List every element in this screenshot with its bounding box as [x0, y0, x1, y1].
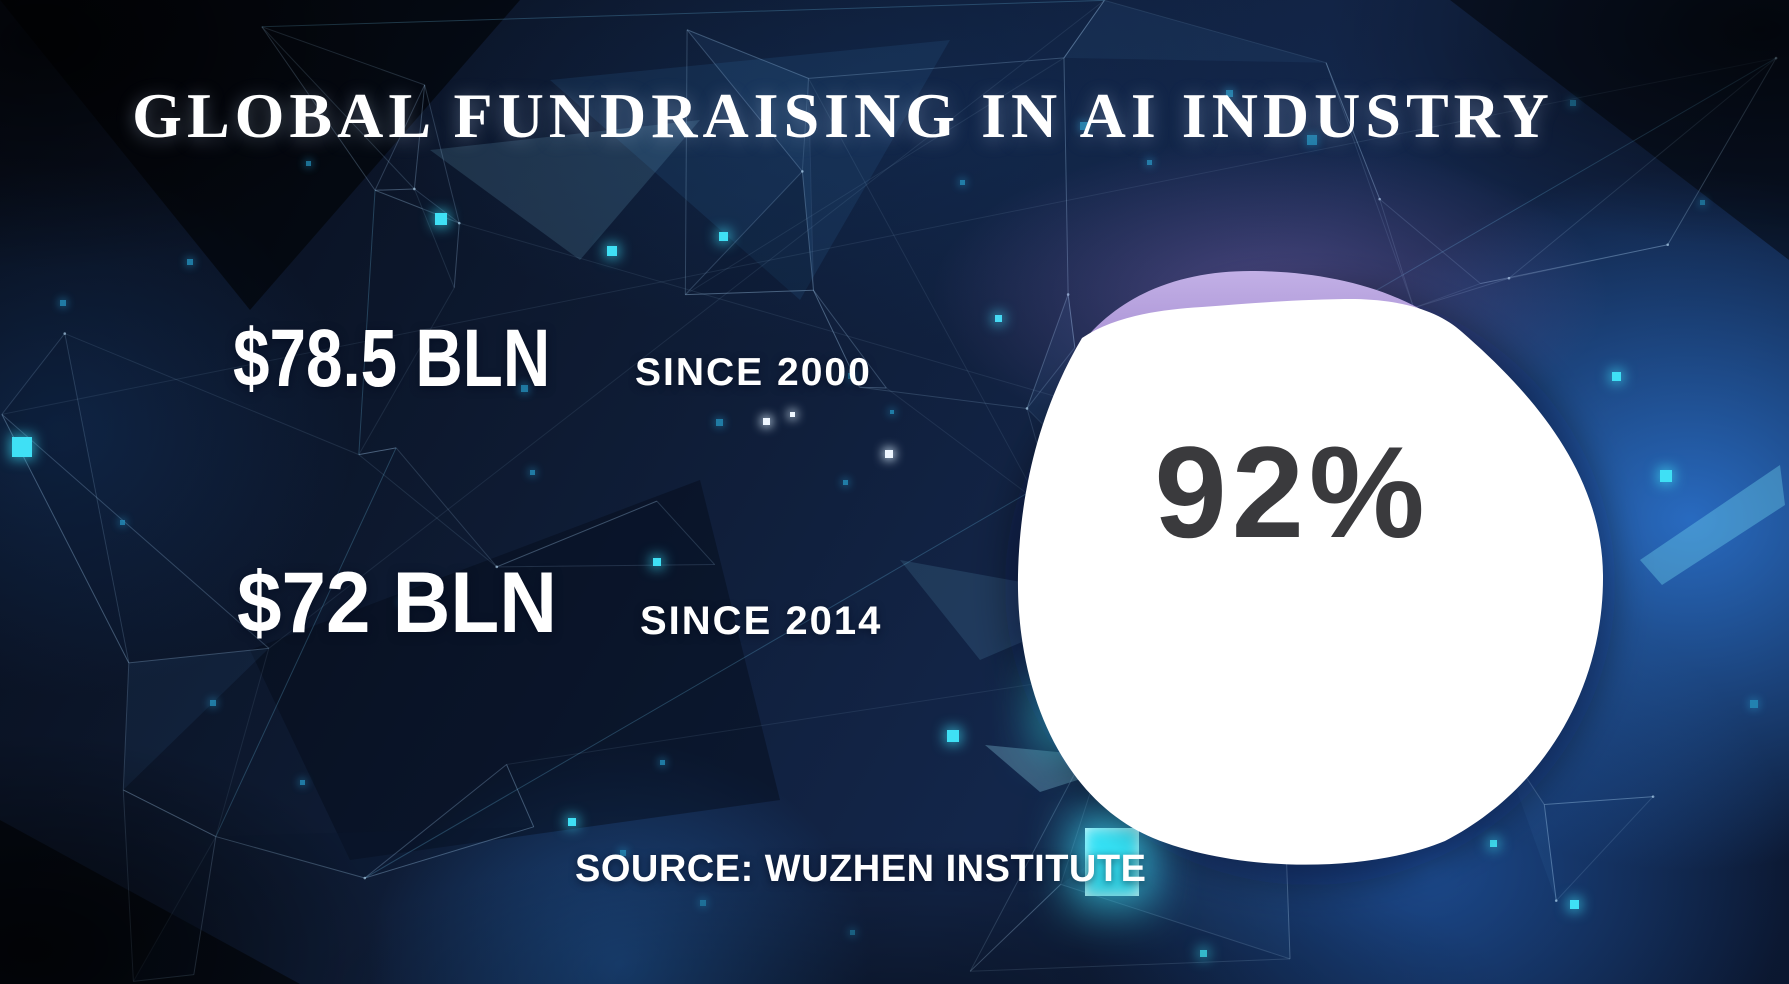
stat-amount-since-2014: $72 BLN: [237, 555, 558, 651]
stat-period-since-2014: SINCE 2014: [640, 599, 883, 643]
donut-percent-label: 92%: [1154, 419, 1430, 565]
page-title: GLOBAL FUNDRAISING IN AI INDUSTRY: [132, 80, 1554, 151]
source-caption: SOURCE: WUZHEN INSTITUTE: [575, 848, 1147, 890]
stat-period-since-2000: SINCE 2000: [635, 351, 872, 394]
stat-amount-since-2000: $78.5 BLN: [233, 313, 551, 404]
